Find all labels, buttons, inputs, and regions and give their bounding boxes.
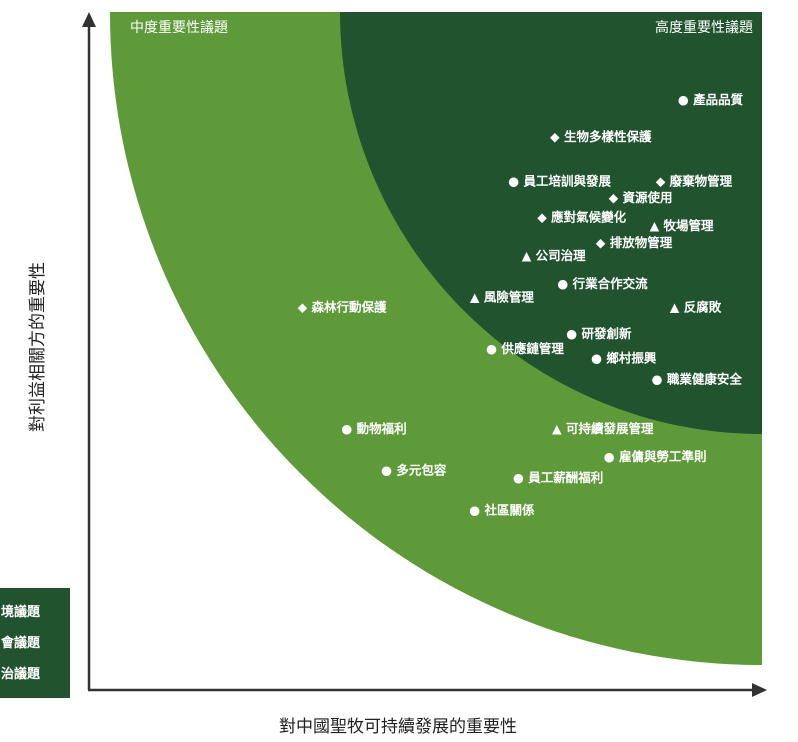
point-22: ● 社區關係: [469, 502, 535, 517]
point-17: ● 動物福利: [341, 421, 406, 436]
legend-box: [0, 588, 70, 698]
point-12: ◆ 森林行動保護: [298, 300, 387, 315]
point-6: ▲ 牧場管理: [650, 218, 714, 233]
point-16: ● 職業健康安全: [652, 372, 743, 387]
point-11: ▲ 反腐敗: [670, 300, 722, 315]
legend-item-environment: 境議題: [1, 604, 41, 620]
point-14: ● 供應鏈管理: [486, 341, 564, 356]
point-8: ▲ 公司治理: [522, 248, 586, 263]
x-axis-title: 對中國聖牧可持續發展的重要性: [279, 717, 517, 737]
point-0: ● 產品品質: [678, 92, 744, 107]
data-points: ● 產品品質 ◆ 生物多樣性保護 ● 員工培訓與發展 ◆ 廢棄物管理◆ 資源使用 ◆ 應…: [298, 92, 744, 517]
point-13: ● 研發創新: [566, 326, 632, 341]
point-4: ◆ 資源使用: [609, 190, 673, 205]
point-9: ● 行業合作交流: [557, 276, 648, 291]
medium-zone-title: 中度重要性議題: [130, 19, 228, 36]
high-importance-zone: [340, 12, 762, 434]
point-15: ● 鄉村振興: [591, 351, 657, 366]
point-18: ▲ 可持續發展管理: [552, 421, 654, 436]
y-axis-arrow: [82, 12, 96, 27]
point-10: ▲ 風險管理: [470, 289, 534, 304]
legend-item-social: 會議題: [1, 635, 41, 651]
point-21: ● 員工薪酬福利: [513, 470, 603, 485]
y-axis-title: 對利益相關方的重要性: [28, 262, 48, 432]
legend-item-governance: 治議題: [1, 666, 41, 682]
point-5: ◆ 應對氣候變化: [537, 209, 626, 224]
point-2: ● 員工培訓與發展: [508, 174, 611, 189]
point-1: ◆ 生物多樣性保護: [550, 129, 652, 144]
high-zone-title: 高度重要性議題: [655, 19, 753, 36]
point-3: ◆ 廢棄物管理: [656, 174, 733, 189]
point-20: ● 多元包容: [381, 462, 447, 477]
x-axis-arrow: [752, 683, 767, 697]
point-7: ◆ 排放物管理: [596, 235, 673, 250]
point-19: ● 雇傭與勞工準則: [604, 449, 707, 464]
